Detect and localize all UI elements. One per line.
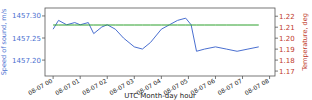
y2-tick [275, 49, 278, 50]
y2-tick-label: 1.20 [279, 35, 295, 43]
y2-tick [275, 60, 278, 61]
y-tick-label: 1457.25 [12, 35, 41, 43]
x-tick [107, 76, 108, 79]
y2-tick [275, 71, 278, 72]
series-line [53, 18, 259, 51]
x-tick-label: 08-07 08 [243, 77, 270, 97]
y2-tick [275, 27, 278, 28]
x-tick [269, 76, 270, 79]
x-tick [53, 76, 54, 79]
x-tick-label: 08-07 07 [216, 77, 243, 97]
y2-axis-title: Temperature, deg [301, 13, 309, 72]
x-tick-label: 08-07 00 [27, 77, 54, 97]
y2-tick [275, 38, 278, 39]
chart: 1457.20 1457.25 1457.30 1.17 1.18 1.19 1.20 1.2… [0, 0, 312, 100]
x-tick [161, 76, 162, 79]
x-tick [188, 76, 189, 79]
y-tick [42, 15, 45, 16]
y2-tick-label: 1.17 [279, 68, 295, 76]
y2-tick [275, 16, 278, 17]
y-tick [42, 60, 45, 61]
y-tick-label: 1457.30 [12, 12, 41, 20]
x-tick-label: 08-07 01 [54, 77, 81, 97]
plot-frame [45, 8, 275, 76]
x-tick [134, 76, 135, 79]
y2-tick-label: 1.19 [279, 46, 295, 54]
y2-tick-label: 1.21 [279, 24, 295, 32]
series-line [53, 25, 259, 26]
x-tick-label: 08-07 02 [81, 77, 108, 97]
y-tick-label: 1457.20 [12, 57, 41, 65]
y2-tick-label: 1.22 [279, 13, 295, 21]
x-tick [215, 76, 216, 79]
y-tick [42, 38, 45, 39]
x-tick [80, 76, 81, 79]
plot-data [53, 18, 259, 51]
y2-tick-label: 1.18 [279, 57, 295, 65]
y-axis-title: Speed of sound, m/s [0, 8, 8, 75]
x-axis-title: UTC Month-day hour [124, 92, 196, 100]
x-tick [242, 76, 243, 79]
